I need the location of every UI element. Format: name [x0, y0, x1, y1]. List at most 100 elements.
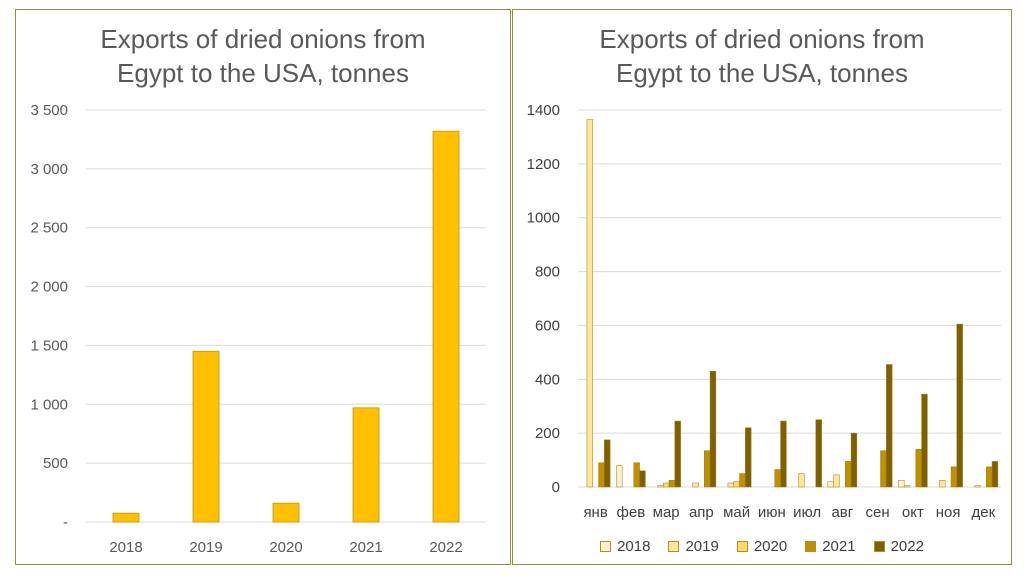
legend-swatch — [600, 541, 612, 552]
x-tick-label: янв — [583, 504, 607, 521]
y-tick-label: 1 000 — [30, 396, 68, 413]
bar — [639, 470, 646, 488]
x-tick-label: июн — [758, 504, 786, 521]
bar — [616, 465, 623, 488]
chart-title-line-2: Egypt to the USA, tonnes — [117, 58, 409, 88]
x-tick-label: июл — [793, 504, 821, 521]
monthly-exports-plot: 0 200 400 600 800 1000 1200 1400 янв фев мар апр май… — [527, 102, 1001, 521]
x-tick-label: сен — [866, 504, 890, 521]
legend-item: 2019 — [668, 538, 719, 555]
bar — [432, 130, 460, 523]
y-tick-label: 1400 — [527, 102, 560, 119]
bar — [780, 420, 787, 488]
chart-legend: 2018 2019 2020 2021 2022 — [513, 538, 1011, 555]
annual-exports-plot: - 500 1 000 1 500 2 000 2 500 3 000 3 500 2018 20… — [30, 102, 486, 556]
bar — [950, 466, 958, 488]
y-tick-label: 600 — [535, 317, 560, 334]
bar — [886, 364, 893, 488]
x-tick-label: окт — [902, 504, 924, 521]
bar — [815, 419, 822, 488]
bar — [903, 485, 911, 488]
y-tick-label: 3 500 — [30, 102, 68, 119]
bar — [692, 482, 699, 488]
bar — [827, 481, 834, 488]
y-tick-label: 500 — [43, 455, 68, 472]
legend-label: 2019 — [685, 538, 719, 555]
bar — [915, 449, 922, 488]
legend-label: 2022 — [890, 538, 924, 555]
chart-title: Exports of dried onions from Egypt to th… — [513, 22, 1011, 90]
x-tick-label: авг — [831, 504, 853, 521]
bar — [733, 481, 740, 488]
bar — [845, 461, 852, 488]
bar — [352, 407, 380, 523]
chart-title-line-1: Exports of dried onions from — [100, 24, 426, 54]
x-tick-label: ноя — [936, 504, 961, 521]
x-tick-label: 2021 — [349, 539, 382, 556]
x-tick-label: 2018 — [109, 539, 142, 556]
bar — [192, 350, 220, 523]
bar — [633, 462, 640, 488]
bar — [674, 420, 681, 488]
y-tick-label: 1 500 — [30, 337, 68, 354]
bar — [598, 462, 605, 488]
bar — [898, 480, 905, 488]
chart-title-line-1: Exports of dried onions from — [599, 24, 925, 54]
bar — [727, 482, 734, 488]
legend-swatch — [805, 541, 817, 552]
legend-label: 2021 — [822, 538, 856, 555]
x-tick-label: 2020 — [269, 539, 302, 556]
bar — [745, 427, 752, 488]
bar — [850, 432, 858, 488]
bar — [586, 119, 593, 488]
y-tick-label: 0 — [552, 479, 560, 496]
chart-title-line-2: Egypt to the USA, tonnes — [616, 58, 908, 88]
bar — [709, 370, 717, 488]
bar — [986, 466, 993, 488]
x-tick-label: мар — [653, 504, 680, 521]
legend-item: 2022 — [873, 538, 924, 555]
bar — [112, 512, 140, 523]
chart-title: Exports of dried onions from Egypt to th… — [16, 22, 510, 90]
bar — [921, 393, 928, 488]
x-tick-label: 2022 — [429, 539, 462, 556]
bar — [662, 482, 670, 488]
x-tick-label: дек — [972, 504, 996, 521]
bar — [272, 502, 300, 523]
bar — [833, 474, 840, 488]
bar — [798, 473, 805, 488]
bar — [974, 485, 981, 488]
legend-item: 2021 — [805, 538, 856, 555]
y-tick-label: 1000 — [527, 210, 560, 227]
y-tick-label: 400 — [535, 371, 560, 388]
legend-swatch — [736, 541, 748, 552]
bar — [739, 473, 746, 488]
legend-item: 2018 — [600, 538, 650, 555]
bar — [956, 323, 963, 488]
y-tick-label: 3 000 — [30, 161, 68, 178]
bar — [668, 480, 676, 488]
x-tick-label: 2019 — [189, 539, 222, 556]
bar — [880, 450, 887, 488]
legend-swatch — [668, 541, 680, 552]
bar — [991, 461, 999, 488]
legend-label: 2018 — [617, 538, 651, 555]
x-tick-label: фев — [617, 504, 646, 521]
monthly-exports-chart: Exports of dried onions from Egypt to th… — [512, 9, 1012, 565]
x-tick-label: май — [723, 504, 750, 521]
bar — [704, 450, 711, 488]
y-tick-label: 2 500 — [30, 220, 68, 237]
y-tick-label: 200 — [535, 425, 560, 442]
legend-label: 2020 — [753, 538, 788, 555]
x-tick-label: апр — [689, 504, 714, 521]
y-tick-label: 2 000 — [30, 279, 68, 296]
bar — [604, 439, 611, 488]
bar — [774, 469, 781, 488]
y-tick-label: - — [63, 514, 68, 531]
legend-item: 2020 — [736, 538, 788, 555]
annual-exports-chart: Exports of dried onions from Egypt to th… — [15, 9, 511, 565]
y-tick-label: 800 — [535, 264, 560, 281]
bar — [939, 480, 946, 488]
legend-swatch — [873, 541, 885, 552]
bar — [657, 485, 664, 488]
